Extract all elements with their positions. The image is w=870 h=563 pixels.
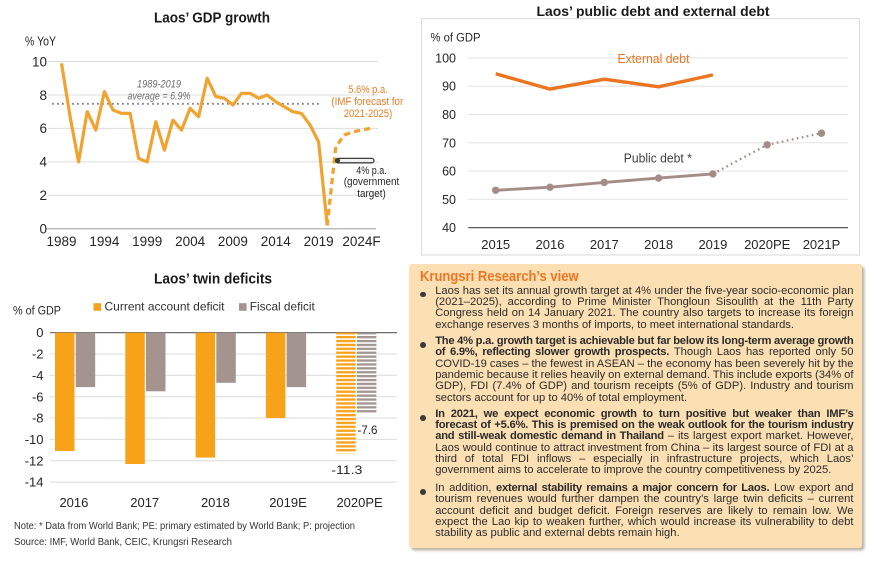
svg-text:-8: -8 [32,411,44,426]
svg-text:80: 80 [442,108,456,122]
svg-text:average = 6.9%: average = 6.9% [128,91,191,103]
svg-text:Public debt *: Public debt * [624,152,692,166]
svg-text:target): target) [357,188,386,200]
svg-text:1994: 1994 [89,234,120,249]
svg-text:-7.6: -7.6 [358,423,378,437]
svg-text:0: 0 [39,222,47,237]
svg-text:6: 6 [39,121,47,136]
svg-text:2009: 2009 [218,234,248,249]
svg-text:10: 10 [32,54,47,69]
svg-text:2017: 2017 [130,495,159,510]
svg-text:2019: 2019 [698,237,727,252]
svg-text:Fiscal deficit: Fiscal deficit [250,299,316,313]
svg-text:Laos’ public debt and external: Laos’ public debt and external debt [537,3,770,19]
svg-text:-2: -2 [32,347,44,362]
svg-text:-4: -4 [32,368,44,383]
svg-text:2020PE: 2020PE [744,237,791,252]
svg-text:0: 0 [36,325,43,340]
svg-text:-10: -10 [25,432,44,447]
svg-text:-6: -6 [32,389,44,404]
svg-text:100: 100 [435,52,456,66]
svg-text:-14: -14 [25,475,44,490]
svg-text:2016: 2016 [59,495,88,510]
svg-text:60: 60 [442,165,456,179]
svg-text:2019E: 2019E [269,495,307,510]
svg-text:2019: 2019 [304,234,334,249]
svg-text:1989-2019: 1989-2019 [137,79,181,91]
svg-text:2021-2025): 2021-2025) [344,108,393,120]
svg-text:40: 40 [442,221,456,235]
svg-text:External debt: External debt [618,52,691,66]
svg-text:Laos’ twin deficits: Laos’ twin deficits [154,272,272,288]
svg-text:2015: 2015 [481,237,510,252]
svg-text:70: 70 [442,136,456,150]
svg-text:1999: 1999 [132,234,162,249]
svg-text:2014: 2014 [261,234,292,249]
svg-text:Current account deficit: Current account deficit [105,299,226,313]
svg-text:Source: IMF, World Bank, CEIC,: Source: IMF, World Bank, CEIC, Krungsri … [14,537,232,548]
svg-text:-11.3: -11.3 [331,463,362,477]
svg-text:(IMF forecast for: (IMF forecast for [331,96,403,108]
svg-text:2017: 2017 [590,237,619,252]
svg-text:Note: * Data from World Bank;: Note: * Data from World Bank; PE: primar… [14,521,355,532]
svg-text:% of GDP: % of GDP [431,33,481,45]
svg-text:% of GDP: % of GDP [13,306,61,318]
svg-text:-12: -12 [25,453,44,468]
svg-text:(government: (government [344,176,400,188]
svg-text:4% p.a.: 4% p.a. [356,165,387,177]
svg-text:2: 2 [39,188,47,203]
svg-text:2018: 2018 [201,495,230,510]
svg-text:Laos’ GDP growth: Laos’ GDP growth [154,11,270,27]
svg-text:8: 8 [39,88,47,103]
svg-text:2024F: 2024F [342,234,380,249]
svg-text:2004: 2004 [175,234,206,249]
svg-text:2020PE: 2020PE [336,495,383,510]
svg-text:4: 4 [39,155,47,170]
svg-text:% YoY: % YoY [25,35,57,49]
svg-text:50: 50 [442,193,456,207]
svg-text:1989: 1989 [46,234,76,249]
svg-text:2018: 2018 [644,237,673,252]
svg-text:2021P: 2021P [803,237,841,252]
svg-text:90: 90 [442,80,456,94]
svg-text:5.6% p.a.: 5.6% p.a. [348,84,388,96]
svg-text:2016: 2016 [536,237,565,252]
